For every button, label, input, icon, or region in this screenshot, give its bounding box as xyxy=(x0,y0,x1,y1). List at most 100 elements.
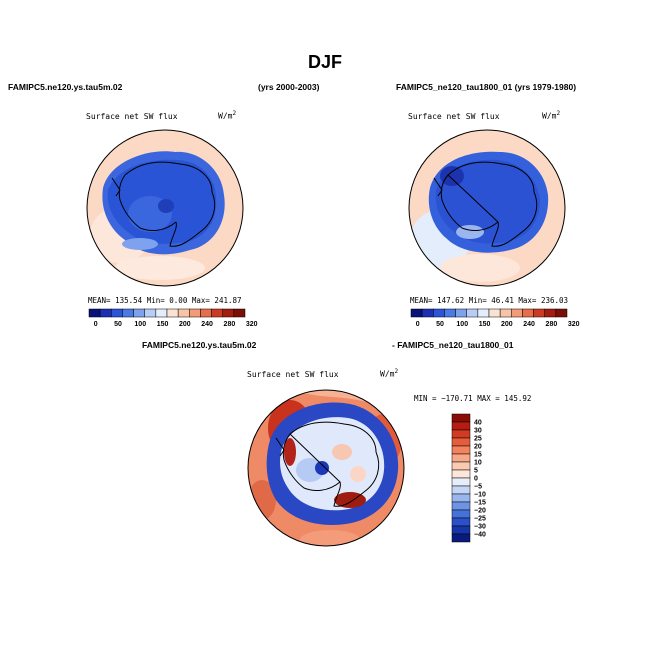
difference-colorbar-tick-label: −20 xyxy=(474,508,486,515)
top-right-field xyxy=(409,130,565,286)
top-right-colorbar-tick-label: 150 xyxy=(479,321,491,328)
top-left-colorbar-swatch xyxy=(122,308,134,318)
top-right-colorbar-tick-label: 0 xyxy=(416,321,420,328)
difference-colorbar-tick-label: −5 xyxy=(474,484,482,491)
top-right-colorbar-swatch xyxy=(466,308,479,318)
page-title: DJF xyxy=(308,52,343,72)
difference-colorbar-swatch xyxy=(451,509,471,519)
top-right-units-exp: 2 xyxy=(556,110,561,117)
top-left-stats: MEAN= 135.54 Min= 0.00 Max= 241.87 xyxy=(88,296,242,305)
bottom-case-b: - FAMIPC5_ne120_tau1800_01 xyxy=(392,340,514,350)
difference-colorbar-swatch xyxy=(451,453,471,463)
difference-colorbar-swatch xyxy=(451,413,471,423)
difference-colorbar-swatch xyxy=(451,469,471,479)
top-left-units-exp: 2 xyxy=(232,110,237,117)
top-left-colorbar-swatch xyxy=(189,308,201,318)
difference-colorbar-swatch xyxy=(451,525,471,535)
difference-colorbar-swatch xyxy=(451,501,471,511)
difference-colorbar-swatch xyxy=(451,517,471,527)
top-right-colorbar-tick-label: 240 xyxy=(523,321,535,328)
top-right-colorbar-swatch xyxy=(522,308,534,318)
top-left-colorbar-swatch xyxy=(144,308,157,318)
top-left-colorbar-tick-label: 200 xyxy=(179,321,191,328)
top-right-colorbar-swatch xyxy=(488,308,501,318)
difference-colorbar-tick-label: −40 xyxy=(474,532,486,539)
top-right-colorbar-swatch xyxy=(421,308,434,318)
top-right-colorbar-tick-label: 200 xyxy=(501,321,513,328)
top-left-colorbar-swatch xyxy=(88,308,101,318)
top-left-colorbar-tick-label: 0 xyxy=(94,321,98,328)
difference-colorbar-tick-label: 0 xyxy=(474,476,478,483)
top-left-map-border xyxy=(86,129,244,287)
top-left-plot-title: Surface net SW flux xyxy=(86,112,178,121)
difference-colorbar-swatch xyxy=(451,437,471,447)
top-right-colorbar-swatch xyxy=(544,308,557,318)
top-left-colorbar-tick-label: 320 xyxy=(246,321,258,328)
top-right-colorbar-swatch xyxy=(499,308,512,318)
top-left-colorbar-swatch xyxy=(200,308,212,318)
difference-colorbar-tick-label: −25 xyxy=(474,516,486,523)
difference-colorbar-swatch xyxy=(451,429,471,439)
top-right-stats: MEAN= 147.62 Min= 46.41 Max= 236.03 xyxy=(410,296,569,305)
top-right-units: W/m2 xyxy=(542,110,560,121)
top-right-colorbar-swatch xyxy=(410,308,423,318)
top-right-colorbar: 0 50 100 150 200 240 280 320 xyxy=(410,308,580,328)
difference-colorbar-swatch xyxy=(451,485,471,495)
top-left-colorbar-tick-label: 150 xyxy=(157,321,169,328)
difference-colorbar-swatch xyxy=(451,421,471,431)
top-left-colorbar-tick-label: 280 xyxy=(224,321,236,328)
bottom-units: W/m2 xyxy=(380,368,398,379)
difference-colorbar-tick-label: 20 xyxy=(474,444,482,451)
bottom-case-a: FAMIPC5.ne120.ys.tau5m.02 xyxy=(142,340,257,350)
top-right-colorbar-tick-label: 320 xyxy=(568,321,580,328)
top-right-plot-title: Surface net SW flux xyxy=(408,112,500,121)
bottom-plot-title: Surface net SW flux xyxy=(247,370,339,379)
difference-colorbar-tick-label: 30 xyxy=(474,428,482,435)
difference-colorbar-tick-label: 15 xyxy=(474,452,482,459)
difference-map-border xyxy=(247,389,405,547)
top-left-colorbar-tick-label: 50 xyxy=(114,321,122,328)
top-right-colorbar-tick-label: 100 xyxy=(456,321,468,328)
top-left-colorbar-tick-label: 100 xyxy=(134,321,146,328)
top-right-map-border xyxy=(408,129,566,287)
top-right-colorbar-swatch xyxy=(533,308,545,318)
difference-colorbar-swatch xyxy=(451,461,471,471)
top-left-field xyxy=(87,130,243,286)
difference-field xyxy=(248,390,404,546)
top-left-units: W/m2 xyxy=(218,110,236,121)
difference-colorbar-swatch xyxy=(451,477,471,487)
top-right-colorbar-swatch xyxy=(444,308,456,318)
bottom-units-base: W/m xyxy=(380,369,395,379)
top-left-case-name: FAMIPC5.ne120.ys.tau5m.02 xyxy=(8,82,123,92)
difference-colorbar-swatch xyxy=(451,445,471,455)
difference-colorbar-tick-label: 10 xyxy=(474,460,482,467)
top-right-colorbar-swatch xyxy=(477,308,490,318)
top-left-colorbar-swatch xyxy=(99,308,112,318)
top-right-colorbar-swatch xyxy=(511,308,523,318)
top-left-units-base: W/m xyxy=(218,111,233,121)
difference-colorbar-swatch xyxy=(451,533,471,543)
difference-colorbar-swatch xyxy=(451,493,471,503)
top-left-colorbar-swatch xyxy=(166,308,179,318)
difference-colorbar-tick-label: 5 xyxy=(474,468,478,475)
top-right-case-name: FAMIPC5_ne120_tau1800_01 (yrs 1979-1980) xyxy=(396,82,577,92)
top-left-colorbar-swatch xyxy=(133,308,145,318)
difference-colorbar-tick-label: 25 xyxy=(474,436,482,443)
top-right-colorbar-tick-label: 50 xyxy=(436,321,444,328)
top-left-colorbar-swatch xyxy=(111,308,123,318)
difference-colorbar-tick-label: −10 xyxy=(474,492,486,499)
top-right-colorbar-swatch xyxy=(455,308,467,318)
difference-colorbar-tick-label: −15 xyxy=(474,500,486,507)
top-right-colorbar-swatch xyxy=(555,308,568,318)
top-left-colorbar-swatch xyxy=(211,308,223,318)
difference-colorbar-tick-label: 40 xyxy=(474,420,482,427)
top-right-units-base: W/m xyxy=(542,111,557,121)
top-left-colorbar: 0 50 100 150 200 240 280 320 xyxy=(88,308,258,328)
top-right-colorbar-tick-label: 280 xyxy=(546,321,558,328)
top-right-colorbar-swatch xyxy=(433,308,445,318)
top-left-colorbar-swatch xyxy=(177,308,190,318)
difference-colorbar-tick-label: −30 xyxy=(474,524,486,531)
top-left-colorbar-swatch xyxy=(222,308,235,318)
top-left-years: (yrs 2000-2003) xyxy=(258,82,320,92)
